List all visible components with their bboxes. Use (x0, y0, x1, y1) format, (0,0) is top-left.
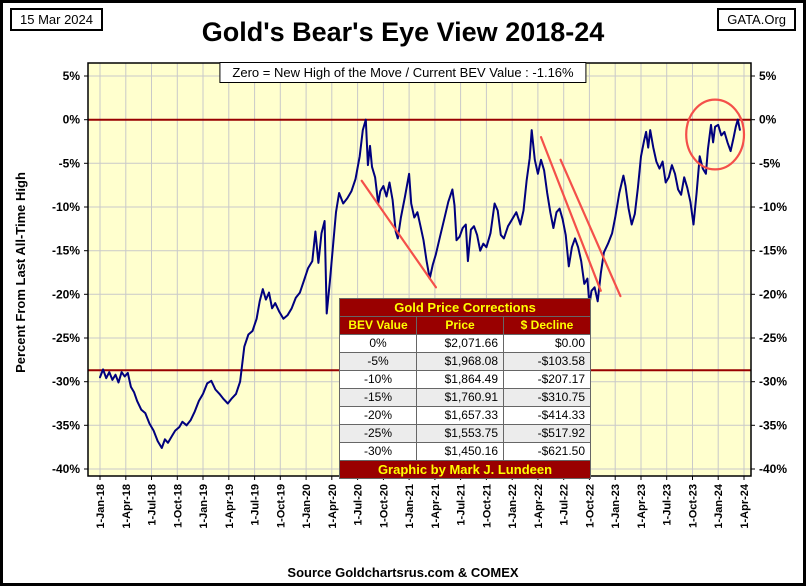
col-header-decline: $ Decline (503, 316, 591, 335)
table-footer: Graphic by Mark J. Lundeen (339, 460, 591, 479)
y-tick-label: 5% (63, 69, 81, 83)
price-cell: $1,553.75 (416, 424, 504, 443)
corrections-row: -15% $1,760.91 -$310.75 (339, 388, 591, 407)
y-tick-label: -40% (52, 462, 80, 476)
bev-series-line (99, 118, 741, 449)
x-tick-label: 1-Oct-23 (688, 484, 700, 528)
decline-cell: -$207.17 (503, 370, 591, 389)
price-cell: $1,968.08 (416, 352, 504, 371)
trend-line (539, 136, 602, 292)
bev-value-cell: -10% (339, 370, 417, 389)
x-tick-label: 1-Jul-20 (353, 484, 365, 526)
y-tick-label-right: 0% (759, 113, 777, 127)
y-tick-label: -5% (59, 156, 81, 170)
corrections-row: 0% $2,071.66 $0.00 (339, 334, 591, 353)
trend-line (559, 158, 622, 298)
x-tick-label: 1-Jan-18 (95, 484, 107, 529)
x-tick-label: 1-Oct-20 (378, 484, 390, 528)
corrections-row: -10% $1,864.49 -$207.17 (339, 370, 591, 389)
x-tick-label: 1-Jan-19 (198, 484, 210, 529)
x-tick-label: 1-Apr-18 (121, 484, 133, 529)
x-tick-label: 1-Jul-18 (147, 484, 159, 526)
y-tick-label-right: 5% (759, 69, 777, 83)
bev-value-cell: -5% (339, 352, 417, 371)
x-tick-label: 1-Oct-18 (172, 484, 184, 528)
price-cell: $1,864.49 (416, 370, 504, 389)
table-footer-row: Graphic by Mark J. Lundeen (339, 460, 591, 479)
y-tick-label-right: -35% (759, 418, 787, 432)
bev-value-cell: -20% (339, 406, 417, 425)
y-tick-label: -15% (52, 244, 80, 258)
x-tick-label: 1-Oct-21 (481, 484, 493, 528)
y-tick-label: -10% (52, 200, 80, 214)
x-tick-label: 1-Apr-24 (739, 483, 751, 529)
y-tick-label-right: -40% (759, 462, 787, 476)
corrections-row: -5% $1,968.08 -$103.58 (339, 352, 591, 371)
col-header-price: Price (416, 316, 504, 335)
price-cell: $1,657.33 (416, 406, 504, 425)
y-tick-label: -30% (52, 375, 80, 389)
x-tick-label: 1-Apr-23 (636, 484, 648, 529)
decline-cell: -$517.92 (503, 424, 591, 443)
y-tick-label: -35% (52, 418, 80, 432)
corrections-table: Gold Price Corrections BEV Value Price $… (339, 298, 591, 479)
y-tick-label-right: -30% (759, 375, 787, 389)
y-tick-label-right: -20% (759, 287, 787, 301)
corrections-table-body: 0% $2,071.66 $0.00 -5% $1,968.08 -$103.58 -10%… (339, 334, 591, 461)
table-header-row: BEV Value Price $ Decline (339, 316, 591, 335)
corrections-row: -20% $1,657.33 -$414.33 (339, 406, 591, 425)
y-tick-label: 0% (63, 113, 81, 127)
col-header-bev-value: BEV Value (339, 316, 417, 335)
x-tick-label: 1-Jan-24 (713, 483, 725, 529)
price-cell: $1,450.16 (416, 442, 504, 461)
price-cell: $1,760.91 (416, 388, 504, 407)
bev-value-cell: -15% (339, 388, 417, 407)
y-tick-label-right: -5% (759, 156, 781, 170)
chart-subtitle-box: Zero = New High of the Move / Current BE… (219, 62, 587, 83)
trend-line (360, 179, 437, 289)
x-tick-label: 1-Jan-21 (404, 484, 416, 529)
y-tick-label: -20% (52, 287, 80, 301)
x-tick-label: 1-Jan-20 (301, 484, 313, 529)
x-tick-label: 1-Jan-22 (507, 484, 519, 529)
decline-cell: -$103.58 (503, 352, 591, 371)
decline-cell: $0.00 (503, 334, 591, 353)
corrections-row: -25% $1,553.75 -$517.92 (339, 424, 591, 443)
bev-value-cell: -25% (339, 424, 417, 443)
x-tick-label: 1-Oct-22 (584, 484, 596, 528)
table-title-row: Gold Price Corrections (339, 298, 591, 317)
bev-chart-svg: 5% 5%0% 0%-5% -5%-10% -10%-15% -15%-20% -20%-2… (13, 62, 787, 529)
x-tick-label: 1-Apr-19 (224, 484, 236, 529)
x-tick-label: 1-Apr-20 (327, 484, 339, 529)
x-tick-label: 1-Apr-22 (533, 484, 545, 529)
page-title: Gold's Bear's Eye View 2018-24 (201, 17, 605, 47)
bev-value-cell: -30% (339, 442, 417, 461)
y-tick-label-right: -25% (759, 331, 787, 345)
y-axis-title: Percent From Last All-Time High (13, 172, 28, 373)
decline-cell: -$414.33 (503, 406, 591, 425)
x-tick-label: 1-Jul-22 (559, 484, 571, 526)
price-cell: $2,071.66 (416, 334, 504, 353)
x-tick-label: 1-Oct-19 (275, 484, 287, 528)
x-tick-label: 1-Jul-19 (250, 484, 262, 526)
x-tick-label: 1-Jul-21 (456, 484, 468, 526)
table-title: Gold Price Corrections (339, 298, 591, 317)
y-tick-label: -25% (52, 331, 80, 345)
x-tick-label: 1-Jan-23 (610, 484, 622, 529)
date-box: 15 Mar 2024 (10, 8, 103, 31)
y-tick-label-right: -10% (759, 200, 787, 214)
highlight-circle (685, 98, 746, 171)
x-tick-label: 1-Apr-21 (430, 484, 442, 529)
decline-cell: -$310.75 (503, 388, 591, 407)
source-text: Source Goldchartsrus.com & COMEX (287, 565, 519, 580)
bev-value-cell: 0% (339, 334, 417, 353)
x-tick-label: 1-Jul-23 (662, 484, 674, 526)
decline-cell: -$621.50 (503, 442, 591, 461)
corrections-row: -30% $1,450.16 -$621.50 (339, 442, 591, 461)
gata-org-box: GATA.Org (717, 8, 796, 31)
y-tick-label-right: -15% (759, 244, 787, 258)
